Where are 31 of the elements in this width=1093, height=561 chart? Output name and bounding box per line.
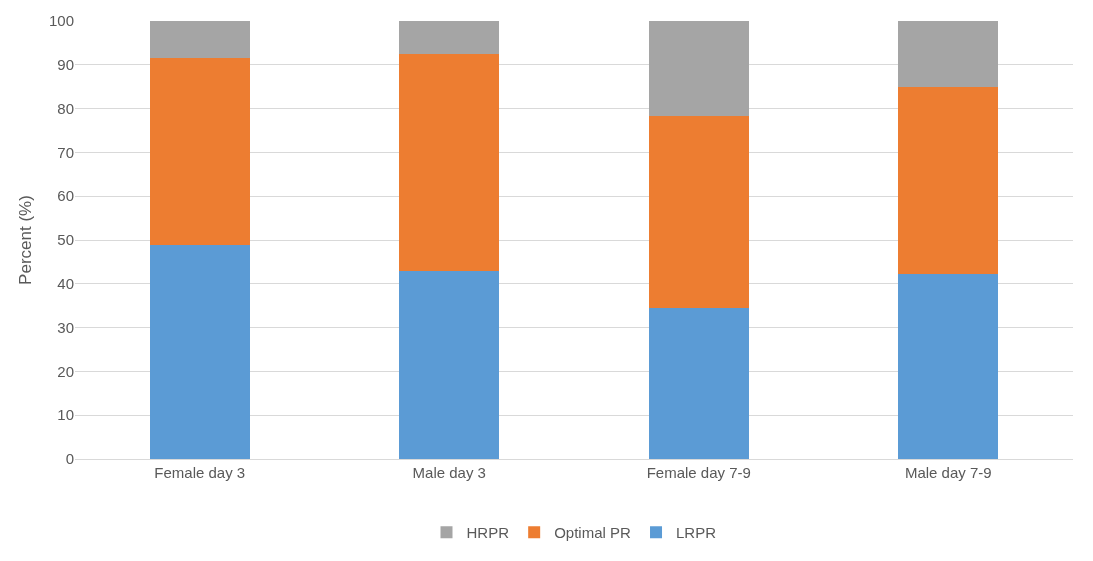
bar <box>648 115 749 308</box>
y-tick-label: 30 <box>57 318 74 336</box>
bar <box>648 21 749 116</box>
y-tick-label: 70 <box>57 143 74 161</box>
bar <box>149 245 250 459</box>
y-tick-label: 100 <box>48 12 74 30</box>
y-tick-label: 0 <box>65 450 74 468</box>
x-tick-label: Female day 3 <box>154 464 246 481</box>
y-tick-label: 90 <box>57 56 74 74</box>
y-axis-title: Percent (%) <box>16 195 35 285</box>
bar <box>898 273 999 459</box>
y-tick-label: 60 <box>57 187 74 205</box>
x-tick-label: Female day 7-9 <box>646 464 751 481</box>
y-tick-label: 20 <box>57 362 74 380</box>
bar <box>898 86 999 274</box>
bar <box>399 54 500 271</box>
bar <box>149 58 250 246</box>
y-tick-label: 10 <box>57 406 74 424</box>
legend-label: Optimal PR <box>554 524 632 542</box>
y-tick-label: 80 <box>57 99 74 117</box>
bar <box>648 307 749 459</box>
bar <box>149 21 250 59</box>
x-tick-label: Male day 7-9 <box>904 464 992 481</box>
y-tick-label: 50 <box>57 231 74 249</box>
bar <box>898 21 999 87</box>
legend-label: HRPR <box>466 524 510 542</box>
y-tick-label: 40 <box>57 275 74 293</box>
x-tick-label: Male day 3 <box>412 464 486 481</box>
bar <box>399 21 500 55</box>
bar <box>399 270 500 459</box>
legend-label: LRPR <box>676 524 717 542</box>
